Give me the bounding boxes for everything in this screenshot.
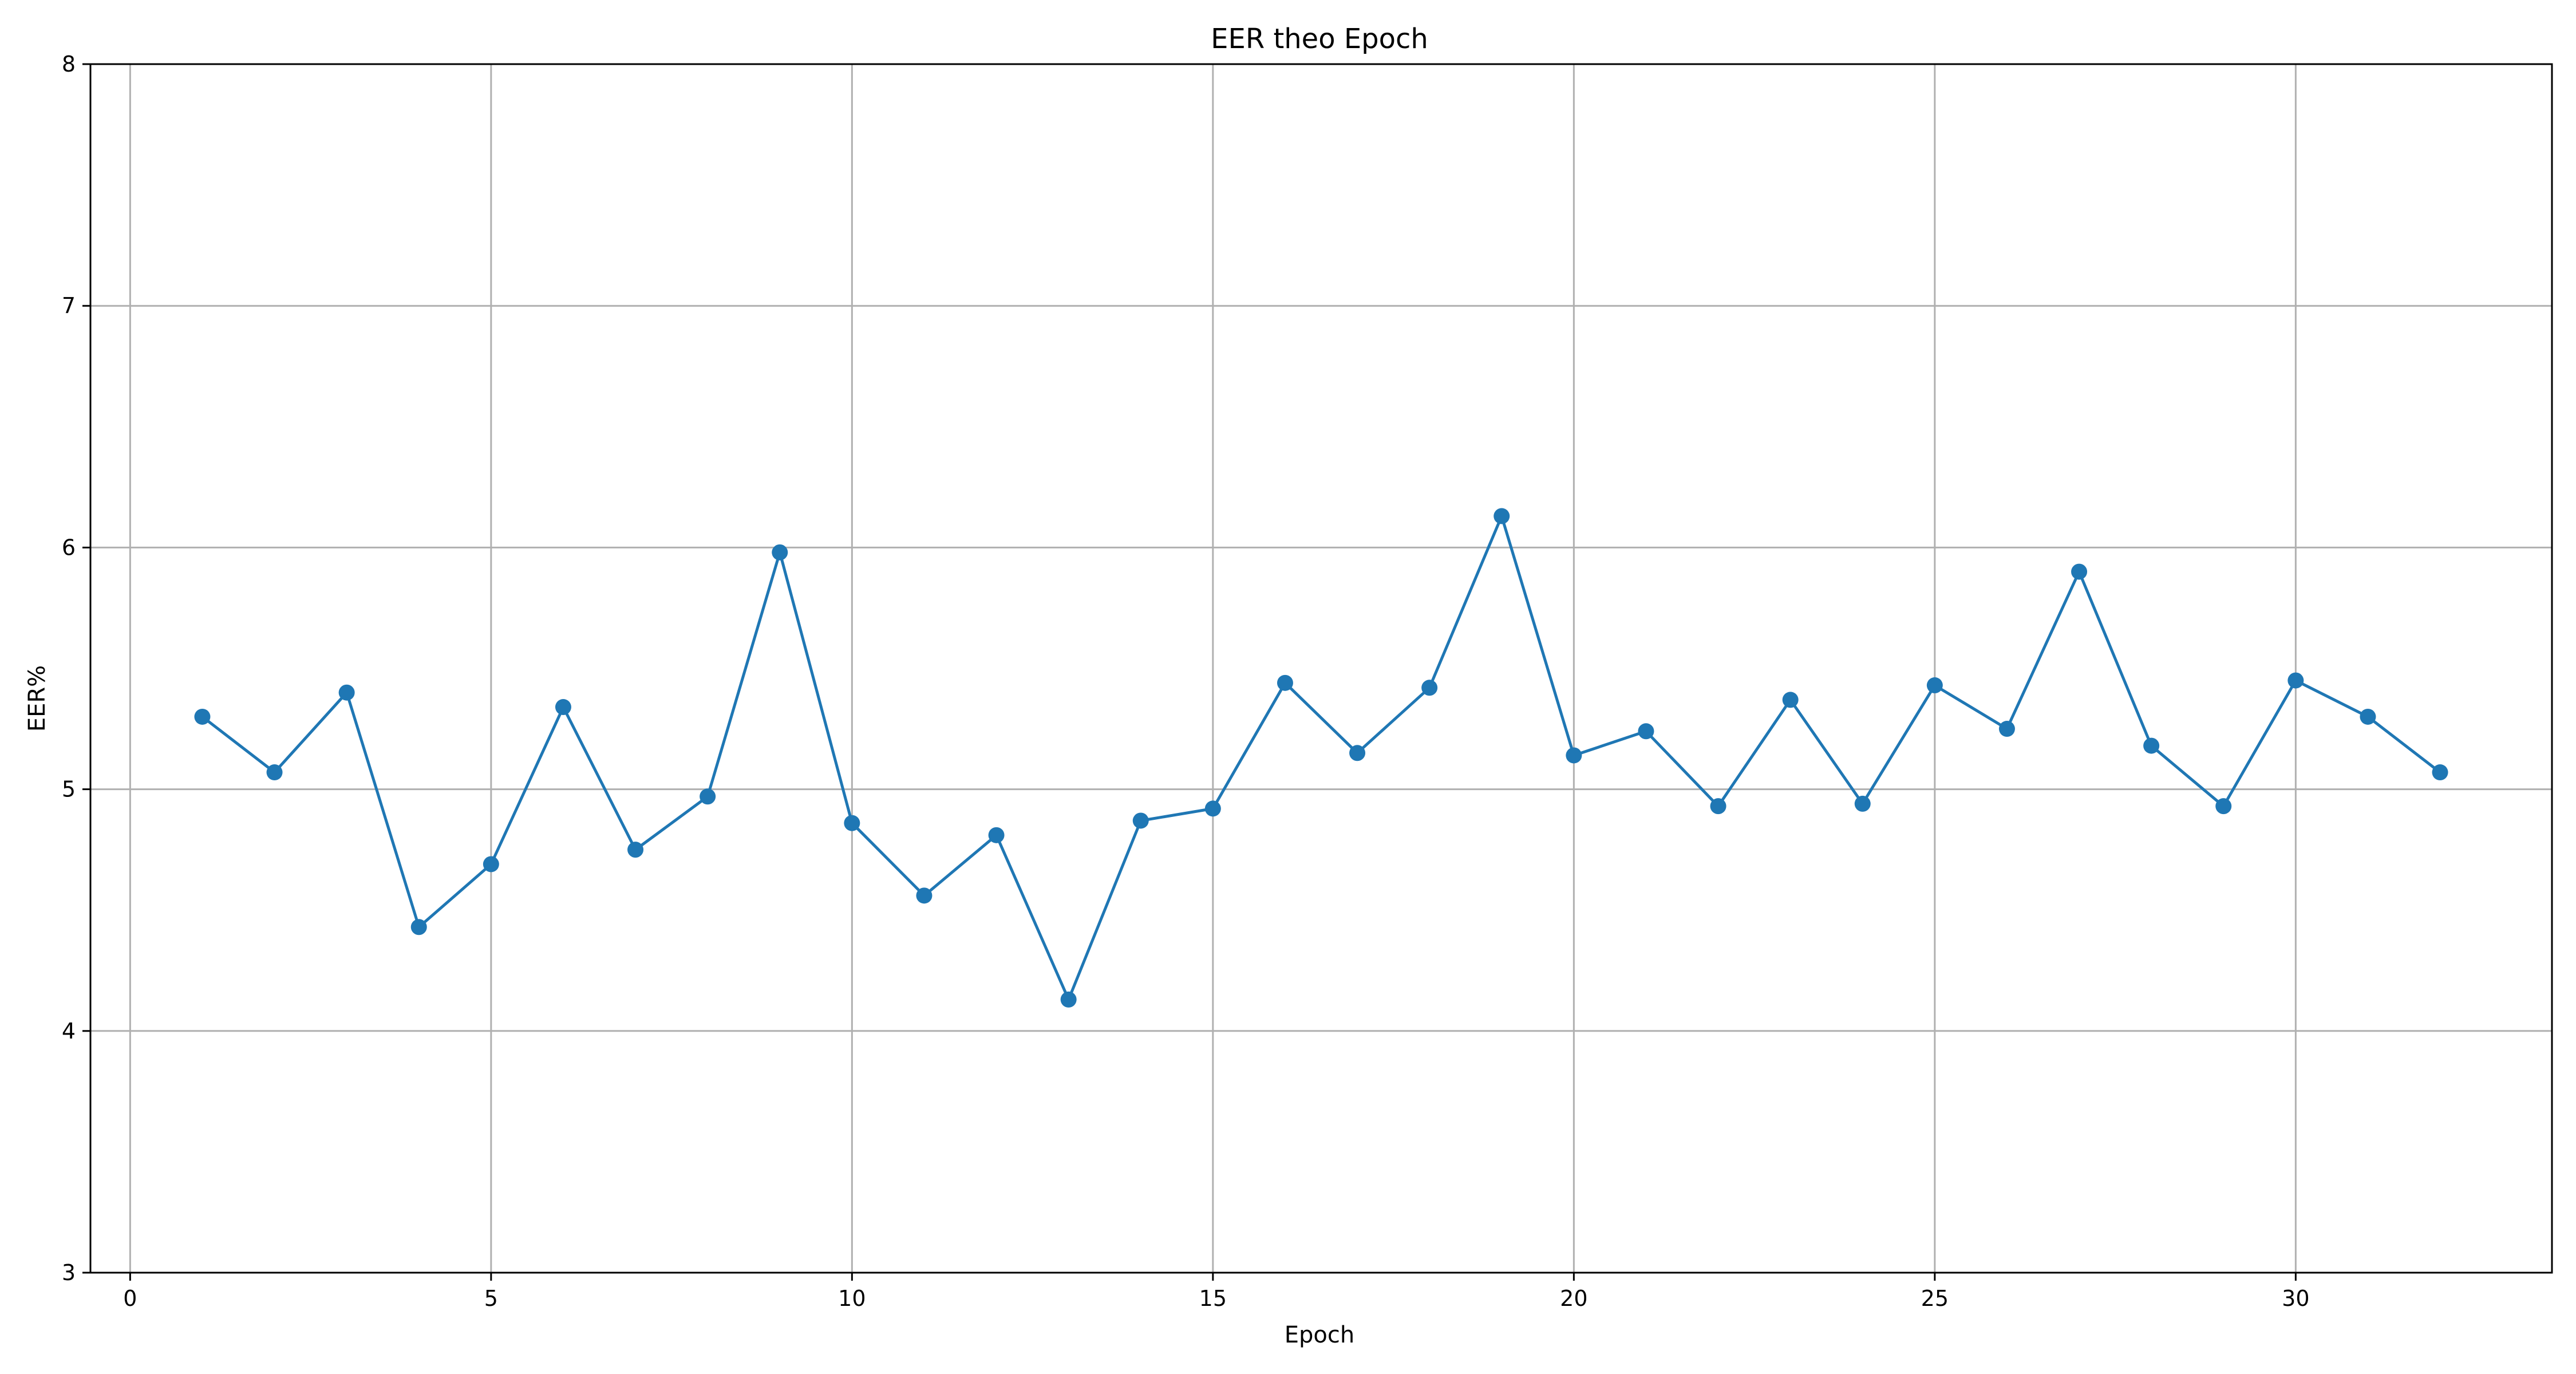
data-point bbox=[2360, 708, 2376, 725]
data-point bbox=[1566, 747, 1582, 764]
y-tick-label: 4 bbox=[62, 1018, 76, 1044]
data-point bbox=[410, 919, 427, 935]
x-tick-label: 15 bbox=[1199, 1286, 1227, 1311]
data-point bbox=[916, 887, 933, 904]
y-tick-label: 3 bbox=[62, 1260, 76, 1285]
x-axis-label: Epoch bbox=[1285, 1322, 1354, 1348]
data-point bbox=[844, 815, 860, 831]
plot-frame bbox=[89, 63, 2553, 1274]
y-tick-label: 8 bbox=[62, 52, 76, 77]
data-point bbox=[2287, 672, 2304, 689]
x-tick-label: 25 bbox=[1921, 1286, 1949, 1311]
y-axis-label: EER% bbox=[24, 665, 50, 732]
chart-title: EER theo Epoch bbox=[1211, 23, 1428, 55]
data-point bbox=[1926, 677, 1943, 694]
data-point bbox=[1421, 680, 1438, 696]
data-point bbox=[1494, 508, 1510, 524]
data-point bbox=[1638, 723, 1654, 740]
data-point bbox=[2071, 563, 2088, 580]
x-tick-label: 10 bbox=[838, 1286, 866, 1311]
data-point bbox=[2143, 737, 2160, 754]
y-tick-label: 7 bbox=[62, 293, 76, 318]
data-point bbox=[266, 764, 283, 781]
data-point bbox=[194, 708, 211, 725]
data-point bbox=[483, 856, 499, 872]
data-point bbox=[627, 842, 644, 858]
data-point bbox=[2215, 798, 2232, 815]
data-point bbox=[555, 699, 571, 716]
data-point bbox=[1349, 745, 1366, 761]
y-tick-label: 5 bbox=[62, 777, 76, 802]
x-tick-label: 0 bbox=[123, 1286, 137, 1311]
x-tick-label: 5 bbox=[484, 1286, 498, 1311]
data-point bbox=[1998, 721, 2015, 737]
x-tick-label: 30 bbox=[2282, 1286, 2309, 1311]
axis-ticks: 0 5 10 15 20 25 30 3 4 5 6 7 8 bbox=[62, 52, 2310, 1311]
x-tick-label: 20 bbox=[1560, 1286, 1587, 1311]
data-point bbox=[1782, 692, 1799, 708]
series-line bbox=[201, 515, 2441, 1001]
data-point bbox=[772, 544, 788, 560]
data-point bbox=[1132, 812, 1149, 829]
y-tick-label: 6 bbox=[62, 535, 76, 560]
data-point bbox=[988, 827, 1005, 843]
data-point bbox=[2432, 764, 2448, 781]
data-point bbox=[1710, 798, 1726, 815]
data-point bbox=[1277, 674, 1293, 691]
data-point bbox=[338, 684, 355, 701]
data-point bbox=[1204, 800, 1221, 817]
data-point bbox=[1854, 795, 1871, 812]
series-layer bbox=[194, 508, 2448, 1008]
data-point bbox=[700, 788, 716, 805]
data-point bbox=[1060, 991, 1077, 1008]
